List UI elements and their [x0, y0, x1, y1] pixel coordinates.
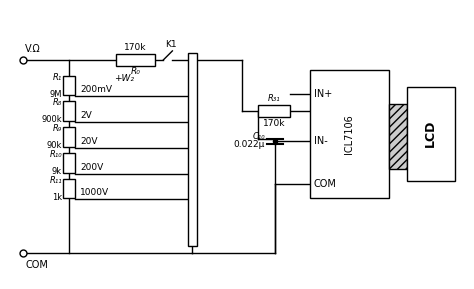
- Bar: [63, 76, 75, 95]
- Text: COM: COM: [313, 179, 337, 189]
- Text: V.Ω: V.Ω: [25, 44, 41, 54]
- Text: ICL7106: ICL7106: [344, 114, 355, 154]
- Bar: [63, 101, 75, 121]
- Text: IN+: IN+: [313, 90, 332, 99]
- Bar: [389, 104, 407, 169]
- Text: 9M: 9M: [49, 90, 62, 99]
- Text: +W₂: +W₂: [114, 74, 134, 83]
- Bar: [407, 87, 455, 181]
- Text: 0.022μ: 0.022μ: [234, 140, 265, 149]
- Text: IN-: IN-: [313, 136, 328, 146]
- Text: R₃₁: R₃₁: [267, 95, 280, 103]
- Text: R₁₀: R₁₀: [49, 150, 62, 159]
- Text: R₀: R₀: [131, 67, 140, 76]
- Text: 2V: 2V: [80, 111, 91, 120]
- Bar: [258, 105, 290, 117]
- Text: R₁: R₁: [53, 73, 62, 81]
- Text: 20V: 20V: [80, 137, 98, 146]
- Bar: [188, 53, 197, 246]
- Bar: [63, 127, 75, 147]
- Text: R₉: R₉: [53, 124, 62, 133]
- Bar: [63, 153, 75, 173]
- Text: C₁₀: C₁₀: [252, 131, 265, 140]
- Bar: [116, 54, 155, 66]
- Text: 1k: 1k: [52, 192, 62, 201]
- Text: R₁₁: R₁₁: [49, 176, 62, 185]
- Bar: [310, 70, 389, 199]
- Text: 1000V: 1000V: [80, 188, 109, 197]
- Text: 900k: 900k: [41, 115, 62, 124]
- Text: 200V: 200V: [80, 163, 103, 172]
- Text: K1: K1: [165, 40, 177, 49]
- Text: COM: COM: [25, 260, 48, 270]
- Text: 9k: 9k: [52, 167, 62, 176]
- Text: 90k: 90k: [46, 141, 62, 150]
- Text: LCD: LCD: [424, 120, 438, 147]
- Text: 200mV: 200mV: [80, 86, 112, 95]
- Bar: [63, 179, 75, 199]
- Text: 170k: 170k: [124, 43, 147, 52]
- Text: 170k: 170k: [263, 119, 285, 128]
- Text: R₈: R₈: [53, 98, 62, 107]
